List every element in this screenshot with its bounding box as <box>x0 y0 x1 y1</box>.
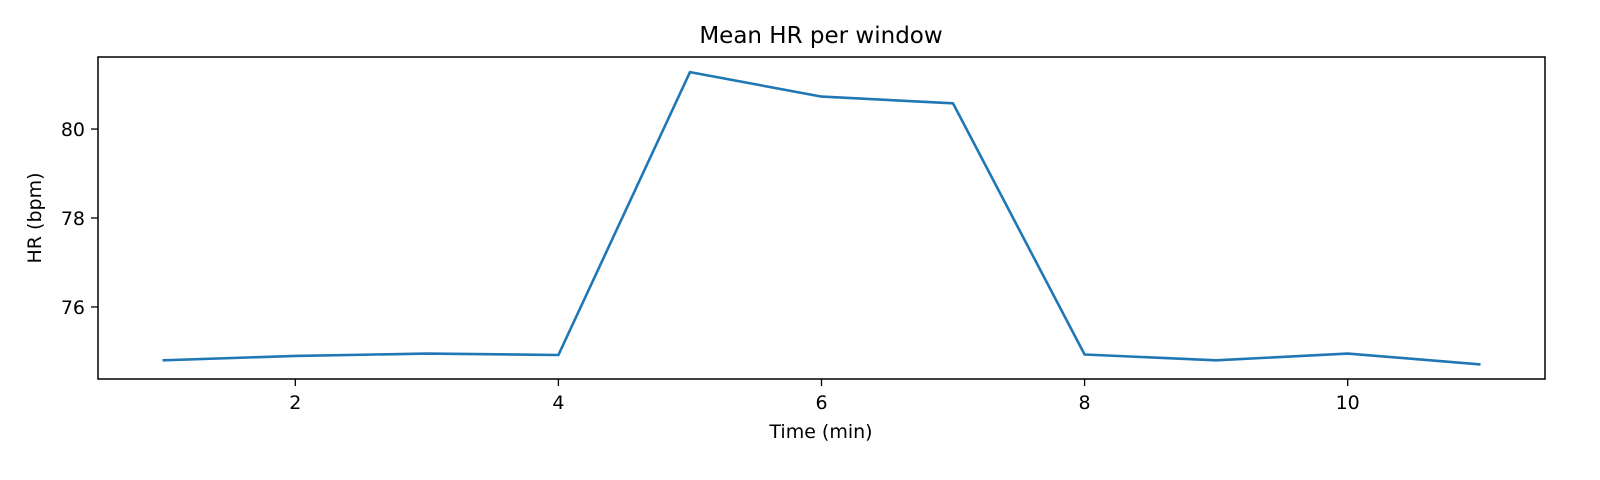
x-axis-label: Time (min) <box>768 421 872 443</box>
y-tick-label: 78 <box>61 208 85 230</box>
chart-title: Mean HR per window <box>699 23 942 49</box>
x-tick-label: 8 <box>1079 392 1091 414</box>
y-axis: 76 78 80 <box>61 119 98 319</box>
plot-frame <box>97 56 1546 380</box>
series-line <box>162 70 1481 366</box>
x-tick-label: 10 <box>1336 392 1360 414</box>
x-tick-label: 6 <box>815 392 827 414</box>
y-tick-label: 76 <box>61 297 85 319</box>
y-axis-label: HR (bpm) <box>24 173 46 264</box>
plot-area <box>162 70 1481 366</box>
x-tick-label: 4 <box>552 392 564 414</box>
x-axis: 2 4 6 8 10 <box>289 379 1360 414</box>
y-tick-label: 80 <box>61 119 85 141</box>
x-tick-label: 2 <box>289 392 301 414</box>
